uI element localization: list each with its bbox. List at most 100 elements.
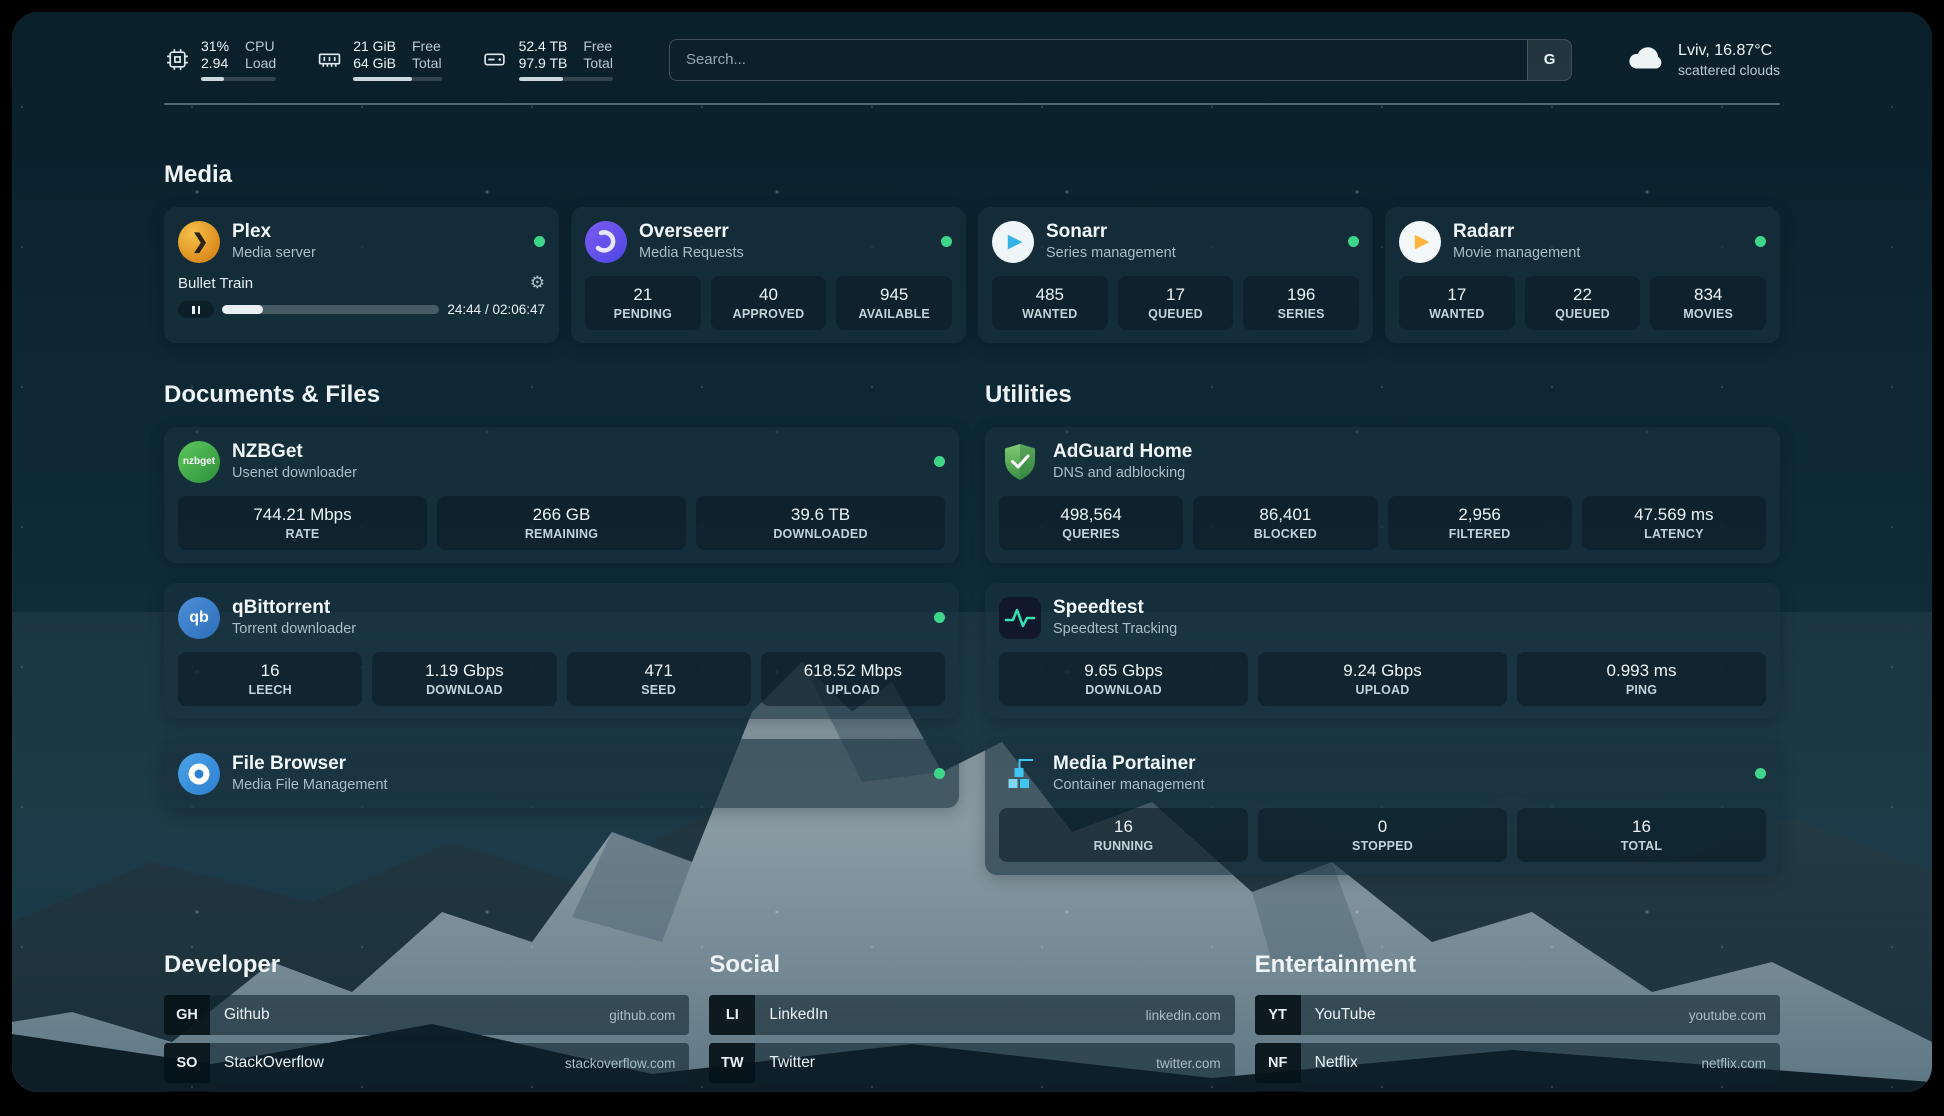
weather-condition: scattered clouds bbox=[1678, 61, 1780, 78]
service-card-overseerr[interactable]: Overseerr Media Requests 21 PENDING 40 APP… bbox=[571, 207, 966, 343]
pause-button[interactable] bbox=[178, 301, 214, 318]
stat-latency: 47.569 ms LATENCY bbox=[1581, 496, 1766, 550]
playback-time: 24:44 / 02:06:47 bbox=[447, 302, 545, 317]
bookmark-group-social: Social LI LinkedIn linkedin.com TW Twitt… bbox=[709, 951, 1235, 1092]
stat-queued: 22 QUEUED bbox=[1524, 276, 1641, 330]
stat-filtered: 2,956 FILTERED bbox=[1387, 496, 1572, 550]
bookmark-github[interactable]: GH Github github.com bbox=[164, 995, 690, 1035]
nzbget-icon: nzbget bbox=[178, 440, 220, 483]
stat-remaining: 266 GB REMAINING bbox=[437, 496, 686, 550]
radarr-icon: ▶ bbox=[1399, 220, 1441, 263]
disk-monitor: 52.4 TB 97.9 TB Free Total bbox=[482, 38, 613, 81]
cpu-monitor: 31% 2.94 CPU Load bbox=[164, 38, 277, 81]
section-title-entertainment: Entertainment bbox=[1254, 951, 1417, 978]
service-subtitle: Speedtest Tracking bbox=[1053, 621, 1178, 637]
section-title-documents: Documents & Files bbox=[164, 381, 381, 408]
service-subtitle: DNS and adblocking bbox=[1053, 465, 1186, 481]
search-input[interactable] bbox=[669, 39, 1528, 80]
search-engine-button[interactable]: G bbox=[1527, 39, 1572, 80]
bookmark-abbr: TW bbox=[709, 1043, 756, 1083]
service-card-adguard[interactable]: AdGuard Home DNS and adblocking 498,564 Q… bbox=[985, 427, 1780, 563]
service-title: NZBGet bbox=[232, 441, 303, 462]
service-card-filebrowser[interactable]: File Browser Media File Management bbox=[164, 739, 959, 808]
bookmark-linkedin[interactable]: LI LinkedIn linkedin.com bbox=[709, 995, 1235, 1035]
bookmark-twitter[interactable]: TW Twitter twitter.com bbox=[709, 1043, 1235, 1083]
bookmark-abbr: LI bbox=[709, 995, 756, 1035]
bookmark-abbr: RE bbox=[1254, 1091, 1301, 1092]
overseerr-icon bbox=[585, 220, 627, 263]
bookmark-abbr: NF bbox=[1254, 1043, 1301, 1083]
service-title: Speedtest bbox=[1053, 597, 1144, 618]
section-title-media: Media bbox=[164, 161, 233, 188]
bookmark-group-developer: Developer GH Github github.com SO StackO… bbox=[164, 951, 690, 1092]
stat-wanted: 17 WANTED bbox=[1399, 276, 1515, 330]
top-bar: 31% 2.94 CPU Load 21 GiB 64 GiB Free Total bbox=[164, 38, 1780, 81]
bookmark-url: stackoverflow.com bbox=[565, 1055, 676, 1071]
bookmark-stackoverflow[interactable]: SO StackOverflow stackoverflow.com bbox=[164, 1043, 690, 1083]
service-card-speedtest[interactable]: Speedtest Speedtest Tracking 9.65 Gbps DO… bbox=[985, 583, 1780, 719]
bookmark-url: youtube.com bbox=[1688, 1007, 1766, 1023]
bookmark-name: YouTube bbox=[1314, 1006, 1376, 1023]
speedtest-icon bbox=[999, 596, 1041, 639]
section-title-social: Social bbox=[709, 951, 781, 978]
weather-location: Lviv, 16.87°C bbox=[1678, 41, 1773, 59]
cpu-progress-bar bbox=[201, 77, 277, 81]
stat-seed: 471 SEED bbox=[566, 652, 751, 706]
stat-series: 196 SERIES bbox=[1243, 276, 1360, 330]
status-dot bbox=[534, 236, 545, 247]
bookmark-url: github.com bbox=[609, 1007, 676, 1023]
service-subtitle: Series management bbox=[1046, 245, 1176, 261]
stat-leech: 16 LEECH bbox=[178, 652, 363, 706]
bookmark-dev[interactable]: DT DEV dev.to bbox=[164, 1091, 690, 1092]
service-card-nzbget[interactable]: nzbget NZBGet Usenet downloader 744.21 M… bbox=[164, 427, 959, 563]
memory-monitor: 21 GiB 64 GiB Free Total bbox=[316, 38, 442, 81]
service-subtitle: Media Requests bbox=[639, 245, 744, 261]
status-dot bbox=[941, 236, 952, 247]
service-title: Overseerr bbox=[639, 221, 729, 242]
bookmark-abbr: GH bbox=[164, 995, 210, 1035]
stat-upload: 9.24 Gbps UPLOAD bbox=[1258, 652, 1507, 706]
stat-download: 1.19 Gbps DOWNLOAD bbox=[372, 652, 557, 706]
bookmark-reddit[interactable]: RE Reddit reddit.com bbox=[1254, 1091, 1780, 1092]
bookmark-netflix[interactable]: NF Netflix netflix.com bbox=[1254, 1043, 1780, 1083]
cpu-load-value: 2.94 bbox=[201, 55, 229, 71]
disk-icon bbox=[482, 47, 508, 73]
status-dot bbox=[934, 456, 945, 467]
disk-free-label: Free bbox=[583, 38, 613, 54]
service-title: AdGuard Home bbox=[1053, 441, 1193, 462]
stat-download: 9.65 Gbps DOWNLOAD bbox=[999, 652, 1248, 706]
service-title: Plex bbox=[232, 221, 272, 242]
weather-widget: Lviv, 16.87°C scattered clouds bbox=[1624, 41, 1780, 79]
service-card-portainer[interactable]: Media Portainer Container management 16 R… bbox=[985, 739, 1780, 875]
stat-upload: 618.52 Mbps UPLOAD bbox=[760, 652, 945, 706]
plex-icon: ❯ bbox=[178, 220, 220, 263]
bookmark-name: Github bbox=[224, 1006, 270, 1023]
cpu-icon bbox=[164, 47, 190, 73]
playback-progress-bar[interactable] bbox=[222, 305, 440, 314]
settings-gear-icon[interactable]: ⚙ bbox=[529, 273, 545, 292]
qbittorrent-icon: qb bbox=[178, 596, 220, 639]
service-card-plex[interactable]: ❯ Plex Media server Bullet Train ⚙ bbox=[164, 207, 559, 343]
stat-total: 16 TOTAL bbox=[1517, 808, 1766, 862]
status-dot bbox=[934, 612, 945, 623]
stat-wanted: 485 WANTED bbox=[992, 276, 1108, 330]
cpu-percent: 31% bbox=[201, 38, 230, 54]
stat-stopped: 0 STOPPED bbox=[1258, 808, 1507, 862]
header-divider bbox=[164, 103, 1780, 105]
stat-ping: 0.993 ms PING bbox=[1517, 652, 1766, 706]
disk-total-value: 97.9 TB bbox=[518, 55, 568, 71]
cloud-icon bbox=[1624, 41, 1666, 78]
service-subtitle: Movie management bbox=[1453, 245, 1581, 261]
service-card-qbittorrent[interactable]: qb qBittorrent Torrent downloader 16 LEEC… bbox=[164, 583, 959, 719]
service-card-radarr[interactable]: ▶ Radarr Movie management 17 WANTED 22 QUE… bbox=[1385, 207, 1780, 343]
stat-queued: 17 QUEUED bbox=[1117, 276, 1234, 330]
memory-total-label: Total bbox=[412, 55, 442, 71]
service-card-sonarr[interactable]: ▶ Sonarr Series management 485 WANTED 17 Q… bbox=[978, 207, 1373, 343]
bookmark-youtube[interactable]: YT YouTube youtube.com bbox=[1254, 995, 1780, 1035]
search-bar: G bbox=[668, 38, 1573, 81]
stat-downloaded: 39.6 TB DOWNLOADED bbox=[696, 496, 945, 550]
documents-column: Documents & Files nzbget NZBGet Usenet d… bbox=[164, 381, 959, 875]
disk-total-label: Total bbox=[583, 55, 613, 71]
portainer-icon bbox=[999, 753, 1041, 795]
disk-free-value: 52.4 TB bbox=[518, 38, 568, 54]
